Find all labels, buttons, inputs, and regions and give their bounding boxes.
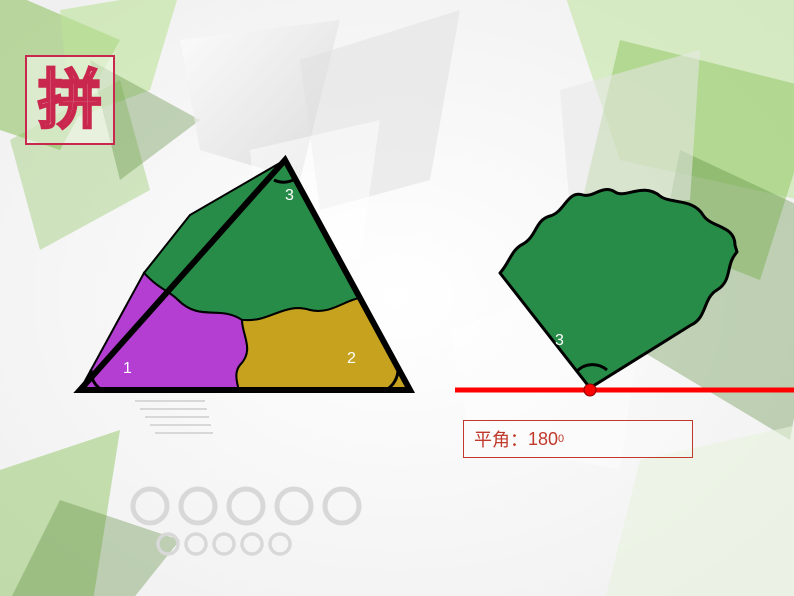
caption-sup: 0	[558, 433, 564, 445]
lines-decoration	[135, 396, 215, 441]
placed-piece-label: 3	[555, 332, 564, 349]
piece-3-label: 3	[285, 187, 294, 204]
circles-decoration	[130, 486, 390, 566]
piece-1-label: 1	[123, 360, 132, 377]
caption-prefix: 平角：	[474, 426, 528, 452]
triangle-diagram: 1 2 3	[60, 150, 440, 410]
caption-value: 180	[528, 429, 558, 450]
straight-angle-vertex	[584, 384, 596, 396]
right-diagram: 3	[455, 170, 794, 460]
caption-box: 平角： 1800	[463, 420, 693, 458]
piece-2-label: 2	[347, 350, 356, 367]
placed-piece-3	[500, 189, 737, 388]
title-box: 拼	[25, 55, 115, 145]
title-char: 拼	[38, 68, 102, 132]
